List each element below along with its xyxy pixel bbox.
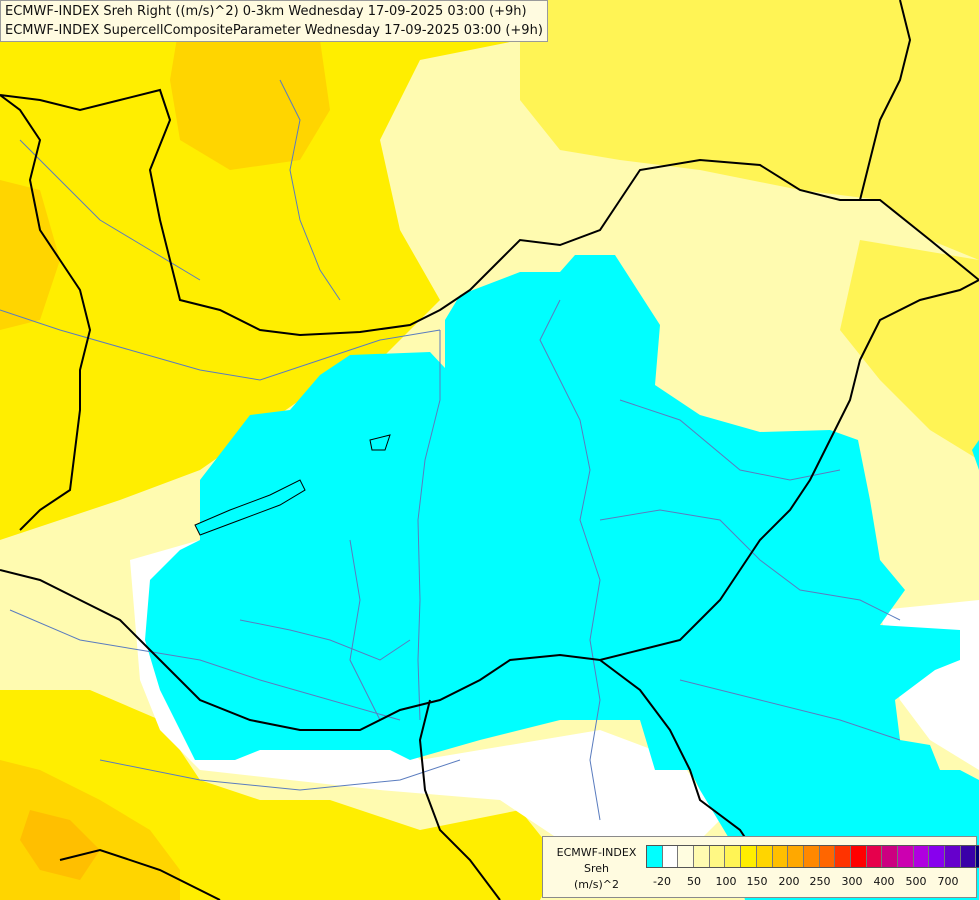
orange-blob-west — [0, 180, 60, 330]
legend-title-unit: (m/s)^2 — [574, 878, 619, 891]
legend-swatch — [709, 846, 726, 867]
legend-swatch — [835, 846, 851, 867]
river-tributary-2 — [239, 619, 411, 661]
dark-orange-spot-southwest — [20, 810, 100, 880]
legend-swatch — [819, 846, 836, 867]
legend-swatch — [678, 846, 695, 867]
cyan-negative-sreh-area — [145, 255, 979, 900]
river-sava — [99, 759, 461, 791]
color-legend: ECMWF-INDEX Sreh (m/s)^2 -20 50 100 150 200 2… — [542, 836, 979, 898]
legend-tick-label: 200 — [778, 875, 800, 888]
legend-swatch — [741, 846, 757, 867]
river-tisza — [539, 299, 601, 821]
border-north — [0, 88, 979, 337]
legend-tick-label: 150 — [746, 875, 768, 888]
river-east — [619, 399, 841, 481]
lake-small — [369, 434, 391, 451]
legend-swatch — [898, 846, 914, 867]
border-far-south — [59, 848, 221, 900]
legend-swatch — [913, 846, 930, 867]
yellow-region-northeast — [520, 0, 979, 260]
border-south — [418, 699, 501, 900]
border-southwest — [0, 279, 979, 731]
legend-tick-label: 500 — [905, 875, 927, 888]
legend-tick-label: -20 — [653, 875, 671, 888]
legend-title-variable: Sreh — [583, 862, 609, 875]
legend-swatch — [662, 846, 679, 867]
legend-swatch — [866, 846, 883, 867]
header-panel: ECMWF-INDEX Sreh Right ((m/s)^2) 0-3km W… — [0, 0, 548, 42]
legend-swatch — [756, 846, 773, 867]
border-southeast — [599, 659, 761, 861]
river-south-east — [679, 679, 901, 741]
river-danube-west — [0, 309, 441, 381]
legend-color-swatches — [646, 845, 979, 868]
legend-swatch — [850, 846, 867, 867]
orange-blob-north — [170, 10, 330, 170]
legend-tick-label: 700 — [937, 875, 959, 888]
legend-tick-labels: -20 50 100 150 200 250 300 400 500 700 — [646, 875, 976, 891]
legend-tick-label: 50 — [687, 875, 701, 888]
legend-swatch — [694, 846, 710, 867]
river-northwest — [19, 139, 201, 281]
legend-tick-label: 300 — [841, 875, 863, 888]
border-east-top — [859, 0, 912, 201]
river-mures — [599, 509, 901, 621]
legend-swatch — [772, 846, 789, 867]
lake-balaton — [194, 479, 306, 536]
white-margin-south — [130, 540, 720, 840]
cyan-east-patch — [972, 440, 979, 470]
yellow-region-east — [840, 240, 979, 460]
legend-tick-label: 100 — [715, 875, 737, 888]
river-north — [279, 79, 341, 301]
legend-tick-label: 250 — [809, 875, 831, 888]
header-title-line-1: ECMWF-INDEX Sreh Right ((m/s)^2) 0-3km W… — [5, 4, 527, 19]
legend-swatch — [803, 846, 820, 867]
legend-swatch — [929, 846, 946, 867]
river-drava — [9, 609, 401, 721]
legend-swatch — [976, 846, 979, 867]
legend-swatch — [647, 846, 663, 867]
border-west — [0, 94, 92, 531]
legend-swatch — [788, 846, 804, 867]
legend-swatch — [945, 846, 961, 867]
header-title-line-2: ECMWF-INDEX SupercellCompositeParameter … — [5, 23, 543, 38]
yellow-region-northwest — [0, 0, 560, 540]
legend-swatch — [882, 846, 898, 867]
legend-tick-label: 400 — [873, 875, 895, 888]
river-tributary-1 — [349, 539, 381, 721]
legend-swatch — [960, 846, 977, 867]
legend-title-model: ECMWF-INDEX — [556, 846, 637, 859]
legend-title: ECMWF-INDEX Sreh (m/s)^2 — [549, 845, 644, 893]
river-danube-south — [417, 330, 441, 721]
legend-swatch — [725, 846, 742, 867]
